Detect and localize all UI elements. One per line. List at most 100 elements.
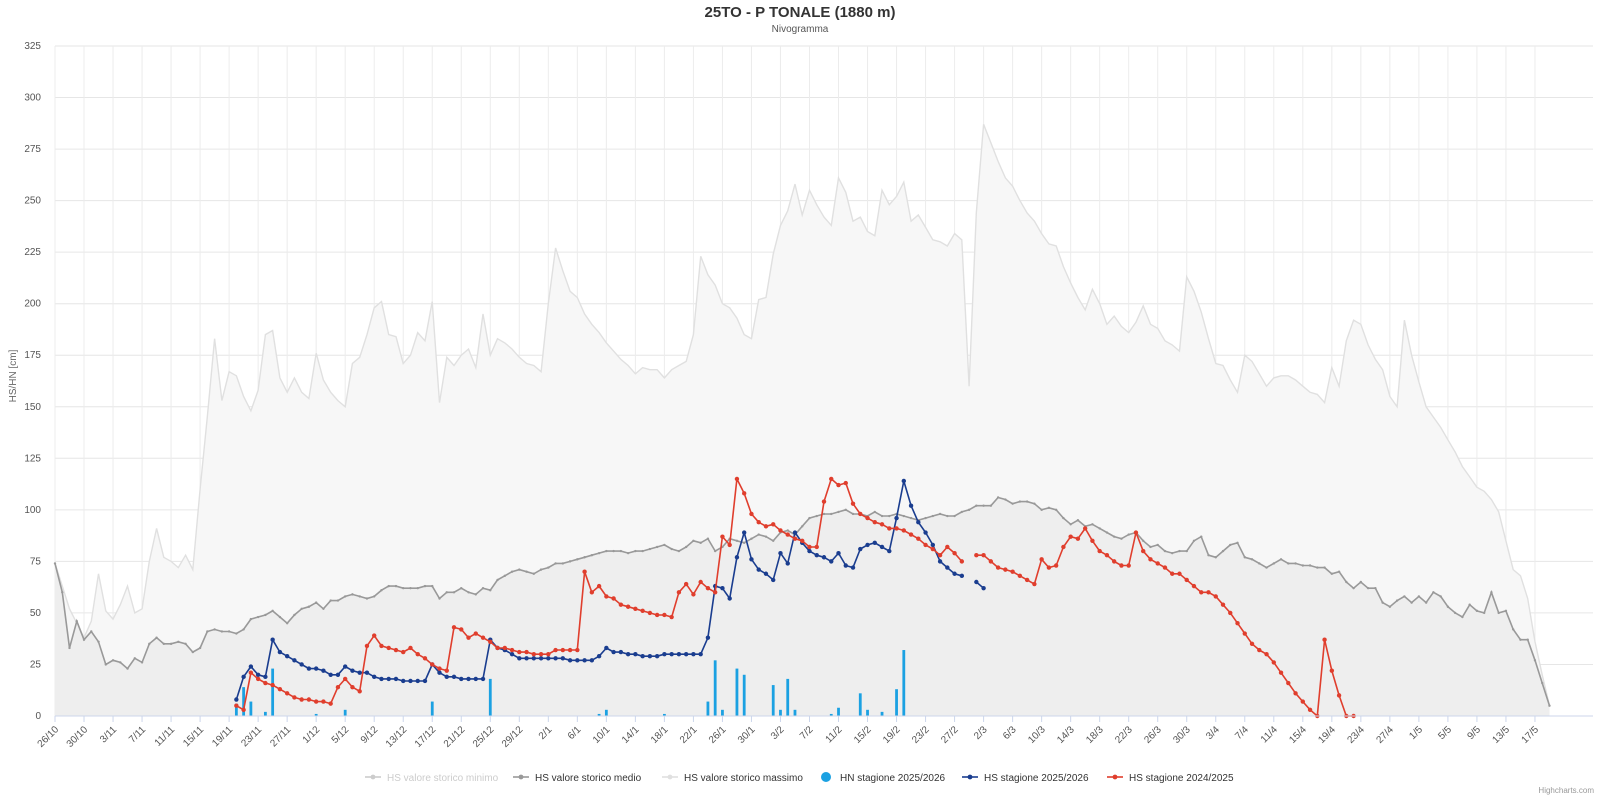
hn-bar[interactable] bbox=[343, 709, 347, 716]
hs-stagione-2025-2026-point[interactable] bbox=[372, 674, 377, 680]
hs-stagione-2025-2026-point[interactable] bbox=[640, 654, 645, 659]
hs-stagione-2025-2026-point[interactable] bbox=[589, 658, 595, 663]
hs-stagione-2025-2026-point[interactable] bbox=[683, 651, 689, 657]
hs-stagione-2024-2025-point[interactable] bbox=[1010, 569, 1015, 574]
hs-stagione-2025-2026-point[interactable] bbox=[284, 654, 290, 659]
hs-stagione-2024-2025-point[interactable] bbox=[1213, 594, 1218, 599]
hs-stagione-2025-2026-point[interactable] bbox=[698, 651, 703, 657]
hs-stagione-2024-2025-point[interactable] bbox=[807, 544, 812, 550]
hs-stagione-2024-2025-point[interactable] bbox=[923, 542, 928, 548]
hs-stagione-2025-2026-point[interactable] bbox=[865, 542, 870, 548]
hs-stagione-2024-2025-point[interactable] bbox=[560, 647, 566, 653]
hs-stagione-2024-2025-point[interactable] bbox=[1293, 691, 1298, 696]
hs-stagione-2025-2026-point[interactable] bbox=[763, 571, 769, 576]
hs-stagione-2025-2026-point[interactable] bbox=[437, 670, 442, 675]
hs-stagione-2024-2025-point[interactable] bbox=[1184, 577, 1189, 583]
hs-stagione-2024-2025-point[interactable] bbox=[480, 635, 486, 640]
hn-bar[interactable] bbox=[271, 668, 275, 716]
hs-stagione-2024-2025-point[interactable] bbox=[1228, 610, 1233, 616]
hn-bar[interactable] bbox=[662, 713, 666, 716]
hs-stagione-2025-2026-point[interactable] bbox=[408, 678, 413, 684]
hs-stagione-2024-2025-point[interactable] bbox=[1300, 699, 1306, 704]
hs-stagione-2025-2026-point[interactable] bbox=[401, 678, 406, 684]
hs-stagione-2024-2025-point[interactable] bbox=[364, 643, 370, 649]
hs-stagione-2024-2025-point[interactable] bbox=[850, 501, 856, 506]
hs-stagione-2024-2025-point[interactable] bbox=[1278, 670, 1284, 675]
hs-stagione-2025-2026-point[interactable] bbox=[415, 678, 420, 684]
hn-bar[interactable] bbox=[771, 685, 775, 716]
hs-stagione-2024-2025-point[interactable] bbox=[328, 701, 333, 706]
hs-stagione-2025-2026-point[interactable] bbox=[647, 654, 653, 659]
hs-stagione-2024-2025-point[interactable] bbox=[1061, 544, 1066, 550]
credits-link[interactable]: Highcharts.com bbox=[1538, 786, 1594, 795]
hn-bar[interactable] bbox=[866, 709, 869, 716]
hs-stagione-2024-2025-point[interactable] bbox=[321, 699, 326, 704]
hs-stagione-2025-2026-point[interactable] bbox=[328, 672, 333, 677]
hs-stagione-2024-2025-point[interactable] bbox=[596, 583, 602, 589]
hs-stagione-2025-2026-point[interactable] bbox=[234, 697, 239, 702]
hs-stagione-2024-2025-point[interactable] bbox=[959, 559, 965, 564]
hs-stagione-2024-2025-point[interactable] bbox=[669, 614, 674, 620]
hs-stagione-2025-2026-point[interactable] bbox=[814, 553, 819, 558]
hs-stagione-2024-2025-point[interactable] bbox=[894, 526, 899, 531]
hs-stagione-2024-2025-point[interactable] bbox=[589, 590, 595, 595]
hs-stagione-2025-2026-point[interactable] bbox=[756, 567, 761, 572]
hn-bar[interactable] bbox=[721, 709, 724, 716]
hn-bar[interactable] bbox=[742, 674, 746, 716]
hs-stagione-2024-2025-point[interactable] bbox=[741, 491, 747, 496]
hs-stagione-2024-2025-point[interactable] bbox=[1032, 581, 1037, 587]
hs-stagione-2024-2025-point[interactable] bbox=[524, 649, 529, 655]
hs-stagione-2024-2025-point[interactable] bbox=[248, 670, 254, 675]
hs-stagione-2025-2026-point[interactable] bbox=[778, 550, 783, 556]
hs-stagione-2025-2026-point[interactable] bbox=[582, 658, 587, 663]
hn-bar[interactable] bbox=[314, 713, 318, 716]
hs-stagione-2024-2025-point[interactable] bbox=[255, 676, 261, 682]
hs-stagione-2024-2025-point[interactable] bbox=[1039, 557, 1044, 562]
hs-stagione-2024-2025-point[interactable] bbox=[683, 581, 689, 587]
hs-stagione-2025-2026-point[interactable] bbox=[604, 645, 609, 651]
hn-bar[interactable] bbox=[735, 668, 739, 716]
hs-stagione-2024-2025-point[interactable] bbox=[916, 536, 921, 541]
hs-stagione-2024-2025-point[interactable] bbox=[712, 590, 718, 595]
hs-stagione-2024-2025-point[interactable] bbox=[945, 544, 950, 550]
hs-stagione-2025-2026-point[interactable] bbox=[916, 520, 921, 525]
hs-stagione-2025-2026-point[interactable] bbox=[357, 670, 362, 675]
hn-bar[interactable] bbox=[249, 701, 253, 716]
hs-stagione-2024-2025-point[interactable] bbox=[1249, 641, 1255, 647]
hs-stagione-2024-2025-point[interactable] bbox=[292, 695, 297, 700]
hs-stagione-2024-2025-point[interactable] bbox=[727, 542, 732, 548]
hs-stagione-2024-2025-point[interactable] bbox=[734, 476, 740, 482]
hs-stagione-2025-2026-point[interactable] bbox=[270, 637, 275, 642]
hn-bar[interactable] bbox=[597, 713, 601, 716]
legend-item[interactable]: HS stagione 2025/2026 bbox=[962, 773, 1089, 784]
hs-stagione-2024-2025-point[interactable] bbox=[836, 482, 841, 488]
hs-stagione-2024-2025-point[interactable] bbox=[1242, 631, 1247, 636]
hn-bar[interactable] bbox=[786, 678, 790, 716]
hn-bar[interactable] bbox=[902, 650, 906, 716]
hs-stagione-2025-2026-point[interactable] bbox=[959, 573, 965, 579]
hs-stagione-2024-2025-point[interactable] bbox=[1053, 563, 1059, 568]
hs-stagione-2025-2026-point[interactable] bbox=[292, 658, 297, 663]
hs-stagione-2024-2025-point[interactable] bbox=[930, 546, 936, 552]
hs-stagione-2025-2026-point[interactable] bbox=[393, 676, 399, 682]
hs-stagione-2024-2025-point[interactable] bbox=[284, 691, 290, 696]
hs-stagione-2025-2026-point[interactable] bbox=[342, 664, 348, 669]
hs-stagione-2024-2025-point[interactable] bbox=[865, 515, 870, 521]
hs-stagione-2024-2025-point[interactable] bbox=[509, 647, 515, 653]
hs-stagione-2024-2025-point[interactable] bbox=[517, 649, 522, 655]
hs-stagione-2024-2025-point[interactable] bbox=[698, 579, 703, 585]
hs-stagione-2024-2025-point[interactable] bbox=[1111, 559, 1117, 564]
hs-stagione-2024-2025-point[interactable] bbox=[437, 666, 442, 671]
hs-stagione-2024-2025-point[interactable] bbox=[408, 645, 413, 651]
hs-stagione-2025-2026-point[interactable] bbox=[241, 674, 246, 680]
hs-stagione-2025-2026-point[interactable] bbox=[335, 672, 341, 677]
hs-stagione-2025-2026-point[interactable] bbox=[553, 656, 558, 661]
hs-stagione-2025-2026-point[interactable] bbox=[531, 656, 537, 661]
hs-stagione-2024-2025-point[interactable] bbox=[1148, 557, 1153, 562]
hs-stagione-2025-2026-point[interactable] bbox=[879, 544, 885, 550]
hs-stagione-2024-2025-point[interactable] bbox=[604, 594, 609, 599]
hs-stagione-2025-2026-point[interactable] bbox=[662, 651, 667, 657]
hs-stagione-2025-2026-point[interactable] bbox=[618, 649, 624, 655]
hs-stagione-2024-2025-point[interactable] bbox=[1133, 530, 1139, 535]
hs-stagione-2024-2025-point[interactable] bbox=[1104, 553, 1110, 558]
